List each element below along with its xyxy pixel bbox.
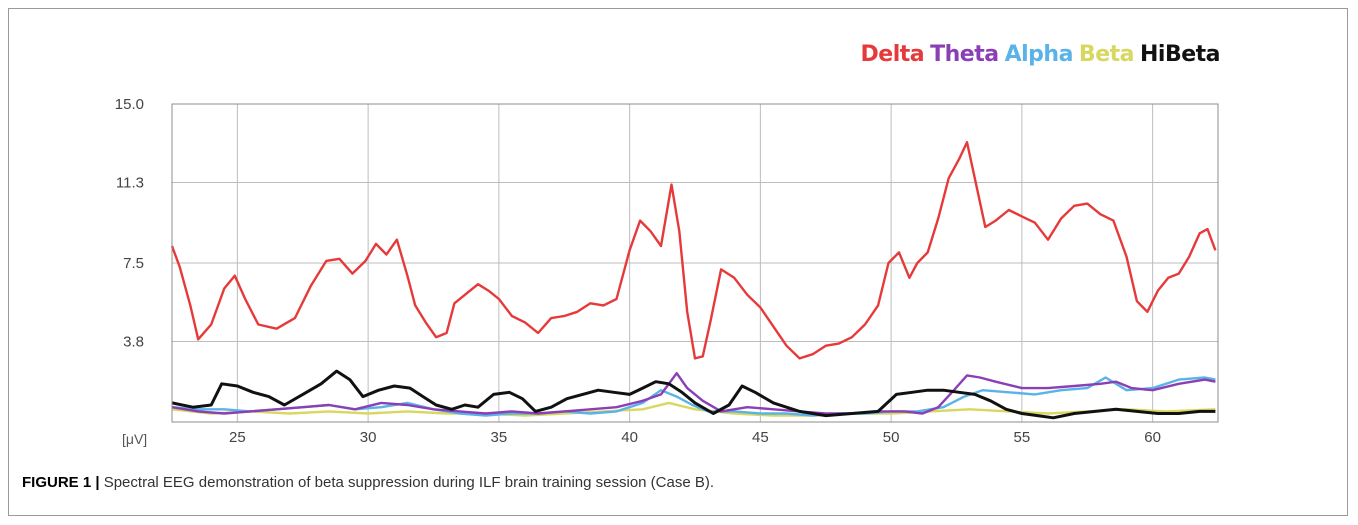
figure-frame [8, 8, 1348, 516]
caption-text: Spectral EEG demonstration of beta suppr… [99, 474, 715, 491]
chart-legend: Delta Theta Alpha Beta HiBeta [855, 42, 1221, 67]
y-tick-label: 15.0 [115, 96, 144, 113]
series-line-delta [170, 140, 1217, 360]
x-tick-label: 60 [1144, 429, 1161, 446]
legend-beta: Beta [1078, 42, 1135, 67]
y-axis-unit-label: [μV] [122, 431, 147, 447]
grid-lines [172, 103, 1218, 422]
legend-theta: Theta [930, 42, 999, 67]
y-tick-label: 7.5 [123, 255, 144, 272]
x-tick-label: 30 [360, 429, 377, 446]
series-line-theta [171, 372, 1216, 415]
x-tick-label: 40 [621, 429, 638, 446]
x-tick-label: 25 [229, 429, 246, 446]
y-tick-label: 3.8 [123, 333, 144, 350]
eeg-line-chart: 25 30 35 40 45 50 55 60 3.8 7.5 11.3 15.0 [μV] [115, 96, 1219, 447]
figure-caption: FIGURE 1 | Spectral EEG demonstration of… [22, 474, 714, 491]
series-lines [170, 140, 1217, 420]
plot-area-border [171, 103, 1219, 423]
x-tick-label: 55 [1014, 429, 1031, 446]
legend-hibeta: HiBeta [1139, 42, 1221, 67]
y-tick-label: 11.3 [116, 174, 144, 191]
series-line-beta [171, 401, 1216, 417]
series-line-hibeta [171, 369, 1216, 420]
tick-labels: 25 30 35 40 45 50 55 60 3.8 7.5 11.3 15.0 [115, 96, 1161, 446]
x-tick-label: 50 [883, 429, 900, 446]
x-tick-label: 45 [752, 429, 769, 446]
caption-label: FIGURE 1 | [22, 474, 100, 491]
legend-delta: Delta [860, 42, 925, 67]
legend-alpha: Alpha [1004, 42, 1074, 67]
x-tick-label: 35 [491, 429, 508, 446]
